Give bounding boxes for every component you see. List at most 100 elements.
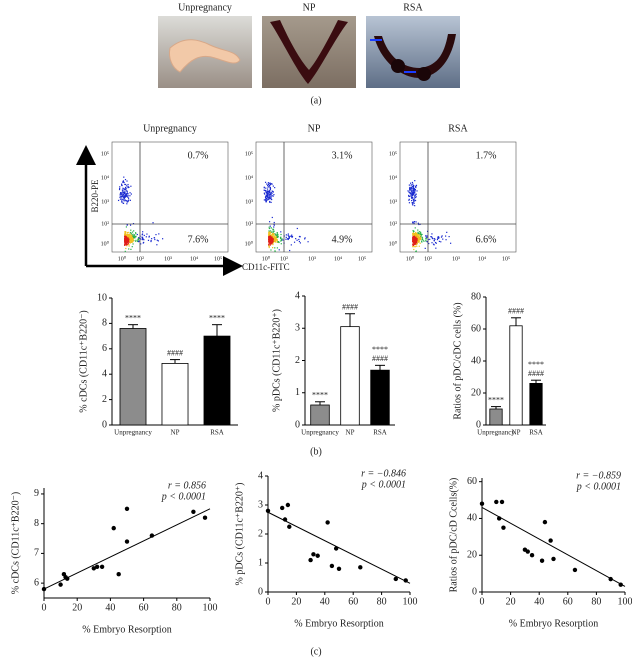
event-dot [408,199,410,201]
event-dot [432,237,434,240]
event-dot [131,235,133,238]
event-dot [132,243,134,245]
event-dot [123,189,125,191]
event-dot [129,233,131,235]
event-dot [412,242,414,244]
event-dot [266,192,268,194]
event-dot [442,238,444,240]
event-dot [415,221,417,223]
event-dot [120,193,122,195]
event-dot [273,226,275,228]
event-dot [271,198,273,201]
event-dot [273,236,276,239]
event-dot [411,192,413,194]
event-dot [412,185,415,188]
event-dot [129,235,131,237]
event-dot [281,239,283,241]
event-dot [128,248,130,250]
point [529,553,535,558]
event-dot [272,231,274,233]
point [393,576,398,582]
flow-tick-label: 10² [424,256,432,262]
flow-tick-label: 10² [280,256,288,262]
event-dot [132,240,135,242]
event-dot [438,240,440,242]
event-dot [158,233,160,235]
event-dot [415,235,417,238]
event-dot [277,233,279,236]
significance: #### [508,307,524,316]
event-dot [153,237,155,239]
event-dot [269,200,271,203]
event-dot [413,202,415,204]
event-dot [126,200,128,202]
event-dot [128,186,130,188]
event-dot [267,198,269,201]
event-dot [126,203,128,205]
flow-tick-label: 10⁵ [214,256,222,262]
y-tick-label: 6 [34,577,39,588]
event-dot [121,198,123,200]
event-dot [272,233,275,235]
event-dot [417,239,419,241]
point [325,520,330,525]
event-dot [267,196,269,198]
event-dot [126,239,128,241]
event-dot [271,236,273,238]
event-dot [434,238,436,240]
event-dot [412,192,414,195]
y-tick-label: 2 [102,394,107,405]
event-dot [414,198,416,200]
x-tick-label: 40 [320,596,330,607]
event-dot [426,230,429,232]
event-dot [125,247,127,250]
event-dot [127,243,129,245]
event-dot [121,200,123,202]
panel-label: (b) [310,446,322,457]
flow-tick-label: 10⁰ [389,240,398,247]
event-dot [127,197,130,199]
event-dot [419,231,421,233]
point [333,546,339,551]
x-tick-label: 80 [591,596,601,607]
event-dot [413,198,415,200]
event-dot [276,236,278,238]
event-dot [127,196,129,198]
event-dot [268,186,270,188]
x-tick-label: 0 [266,596,271,607]
event-dot [268,197,271,199]
event-dot [119,198,122,200]
event-dot [269,241,271,243]
x-tick-label: RSA [210,429,224,437]
event-dot [126,180,128,182]
y-tick-label: 1 [258,557,263,568]
quadrant-percent: 1.7% [476,150,497,161]
y-tick-label: 0 [102,419,107,430]
x-tick-label: 0 [480,596,485,607]
event-dot [132,239,134,241]
event-dot [288,236,290,239]
event-dot [413,235,416,237]
event-dot [127,193,129,195]
event-dot [126,190,128,192]
event-dot [414,243,416,246]
event-dot [277,235,279,237]
event-dot [121,196,123,198]
event-dot [416,234,418,236]
flow-tick-label: 10³ [101,199,109,205]
event-dot [412,233,414,235]
event-dot [271,232,274,235]
event-dot [282,239,284,241]
event-dot [415,240,417,242]
event-dot [135,232,137,234]
event-dot [268,221,271,223]
event-dot [138,237,141,239]
event-dot [122,191,124,193]
event-dot [147,239,150,241]
significance: **** [372,345,388,354]
event-dot [426,236,428,239]
point [315,553,320,558]
event-dot [414,237,416,240]
event-dot [416,239,418,242]
